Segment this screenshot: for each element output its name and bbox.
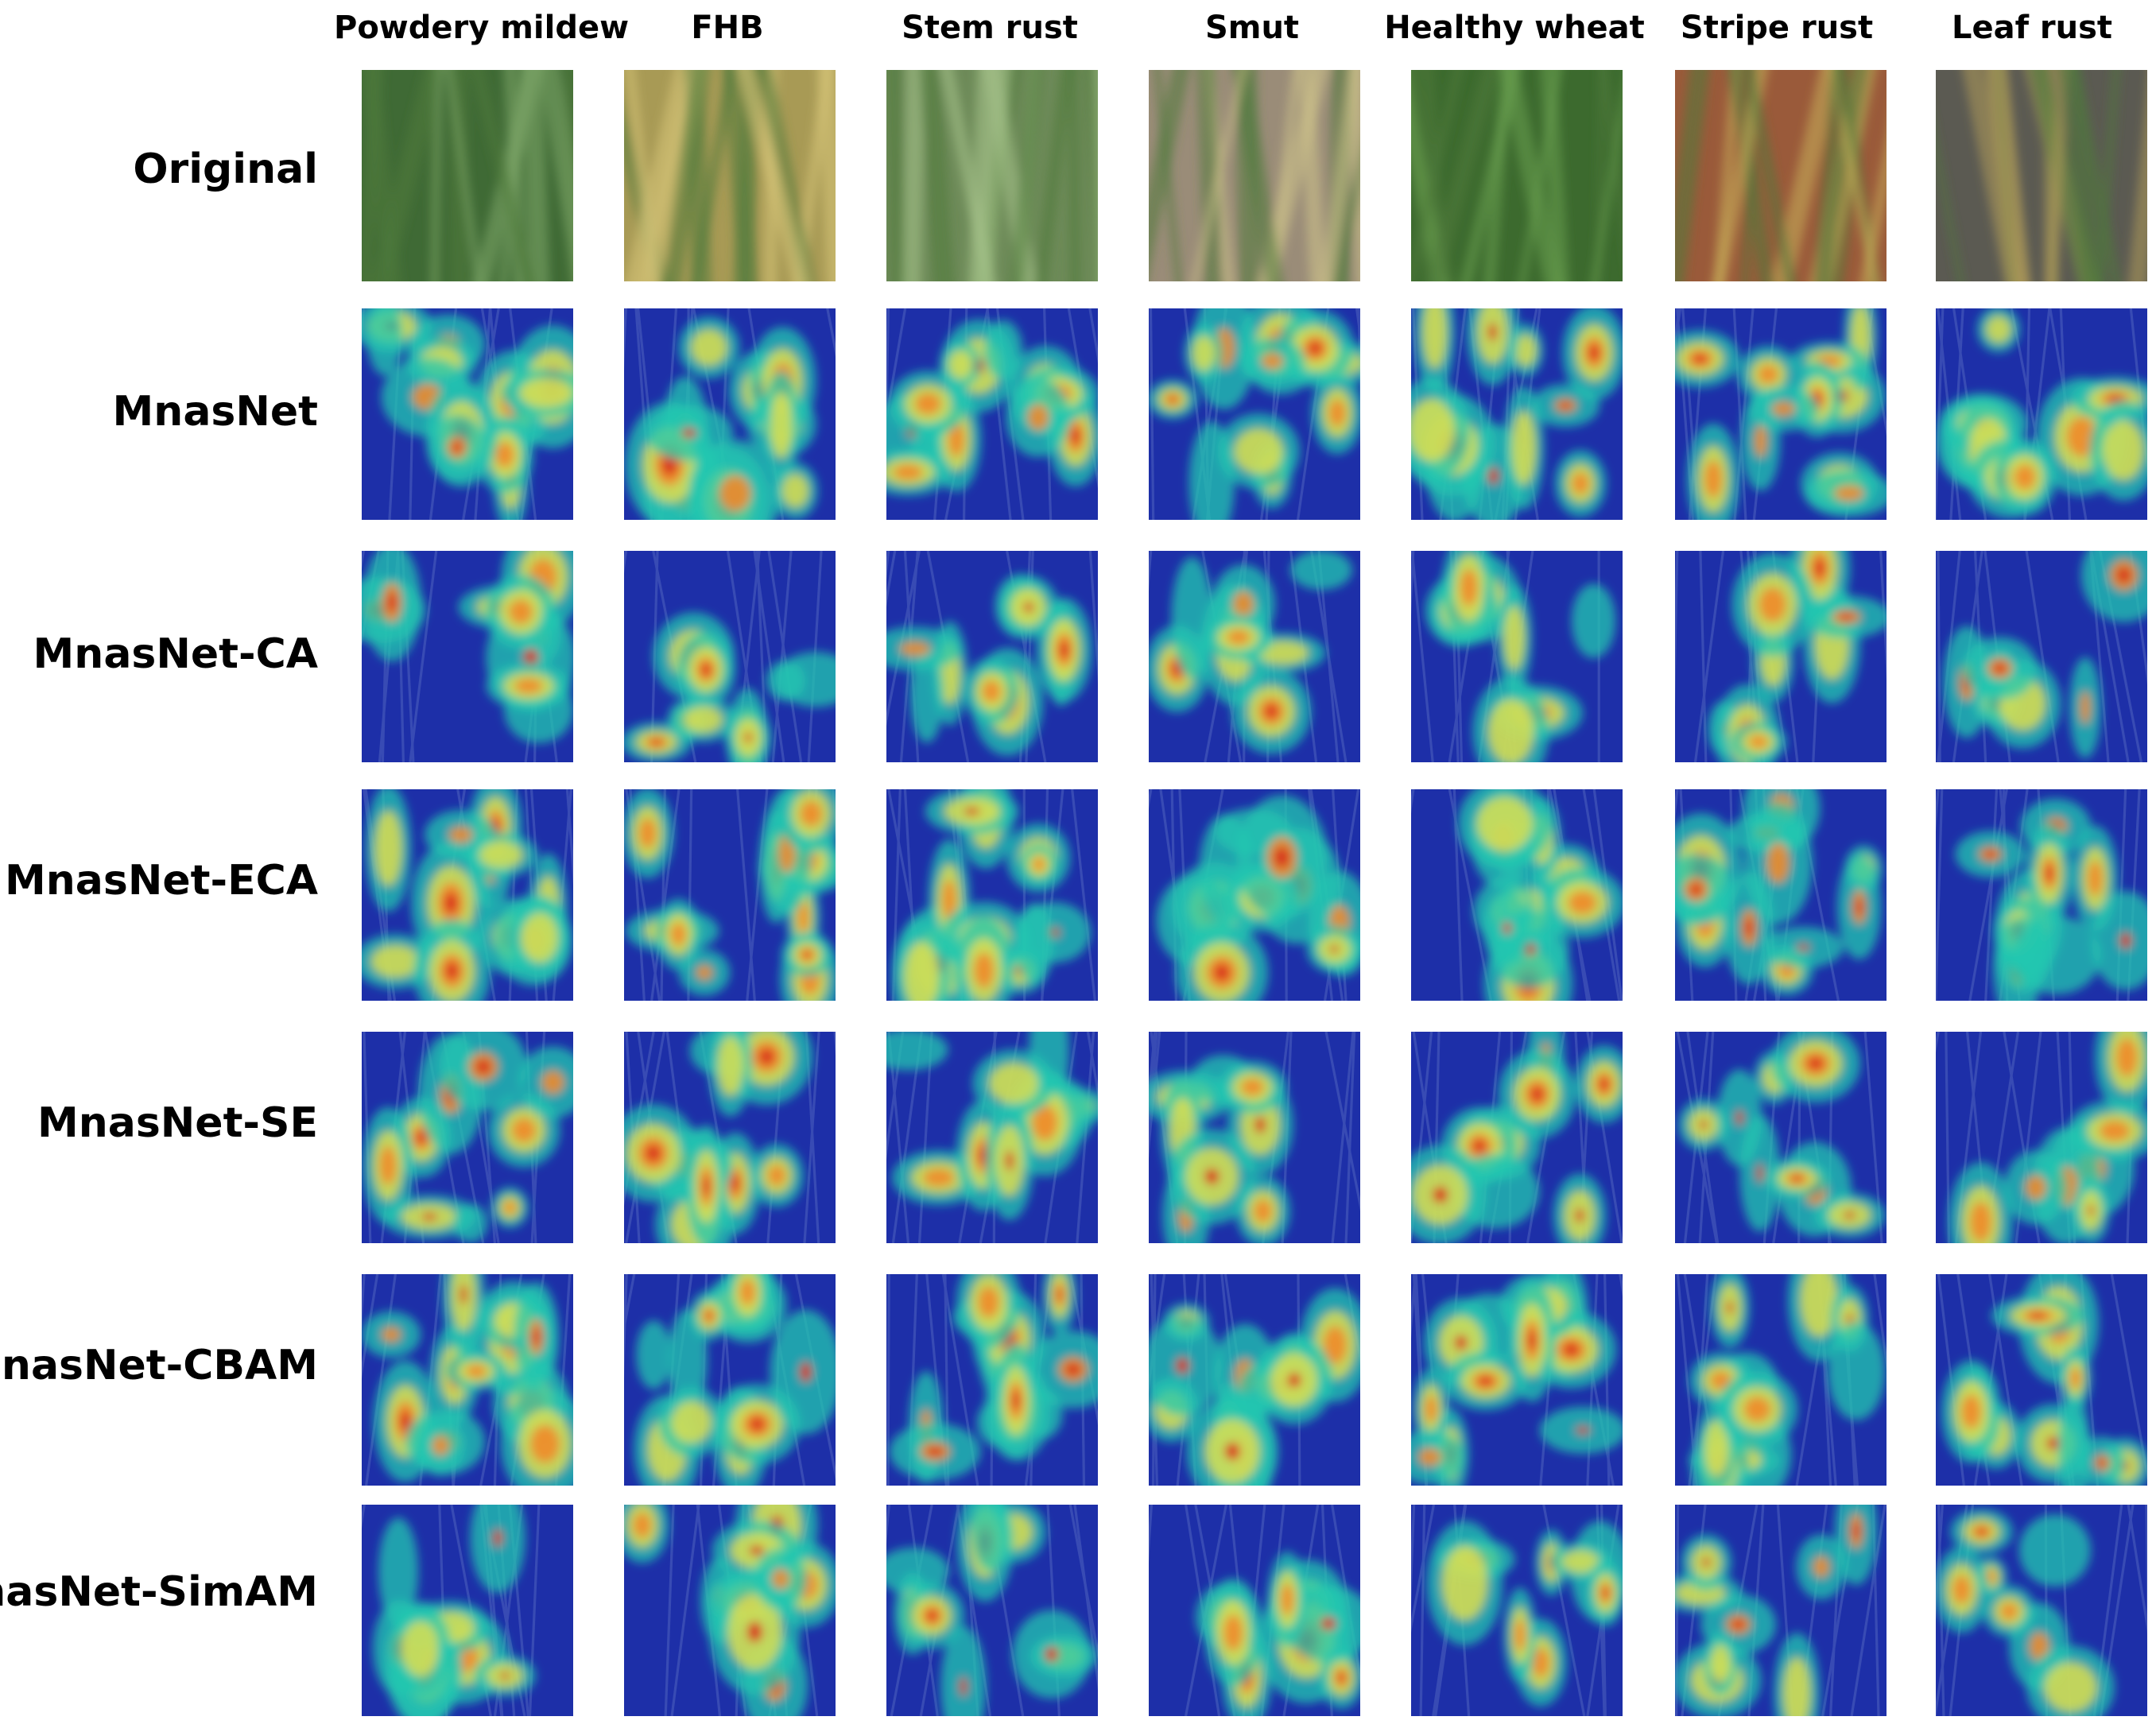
heatmap-mnasnet-cbam-healthy-wheat [1411,1274,1623,1486]
row-label-mnasnet-simam: MnasNet-SimAM [0,1568,318,1616]
photo-original-smut [1149,70,1360,281]
heatmap-mnasnet-simam-smut [1149,1505,1360,1716]
heatmap-mnasnet-simam-powdery-mildew [362,1505,573,1716]
heatmap-mnasnet-cbam-stem-rust [886,1274,1098,1486]
column-header-powdery-mildew: Powdery mildew [334,10,630,46]
heatmap-mnasnet-se-stripe-rust [1675,1032,1887,1243]
heatmap-mnasnet-ca-fhb [624,551,836,762]
heatmap-mnasnet-cbam-smut [1149,1274,1360,1486]
heatmap-mnasnet-ca-leaf-rust [1936,551,2147,762]
photo-original-fhb [624,70,836,281]
heatmap-mnasnet-se-stem-rust [886,1032,1098,1243]
photo-original-leaf-rust [1936,70,2147,281]
heatmap-mnasnet-cbam-powdery-mildew [362,1274,573,1486]
heatmap-mnasnet-cbam-stripe-rust [1675,1274,1887,1486]
heatmap-mnasnet-simam-stripe-rust [1675,1505,1887,1716]
photo-original-stripe-rust [1675,70,1887,281]
photo-original-powdery-mildew [362,70,573,281]
heatmap-mnasnet-se-fhb [624,1032,836,1243]
heatmap-mnasnet-eca-stripe-rust [1675,789,1887,1001]
heatmap-mnasnet-eca-fhb [624,789,836,1001]
heatmap-mnasnet-eca-stem-rust [886,789,1098,1001]
heatmap-mnasnet-stripe-rust [1675,308,1887,520]
heatmap-mnasnet-fhb [624,308,836,520]
column-header-stem-rust: Stem rust [902,10,1078,46]
heatmap-mnasnet-cbam-fhb [624,1274,836,1486]
heatmap-mnasnet-eca-powdery-mildew [362,789,573,1001]
heatmap-mnasnet-ca-healthy-wheat [1411,551,1623,762]
column-header-stripe-rust: Stripe rust [1680,10,1874,46]
row-label-mnasnet-eca: MnasNet-ECA [5,857,318,905]
row-label-mnasnet-cbam: MnasNet-CBAM [0,1342,318,1389]
heatmap-mnasnet-ca-stripe-rust [1675,551,1887,762]
row-label-mnasnet: MnasNet [112,388,318,436]
row-label-mnasnet-ca: MnasNet-CA [33,630,318,678]
heatmap-mnasnet-se-powdery-mildew [362,1032,573,1243]
heatmap-mnasnet-simam-stem-rust [886,1505,1098,1716]
heatmap-mnasnet-eca-healthy-wheat [1411,789,1623,1001]
heatmap-mnasnet-simam-healthy-wheat [1411,1505,1623,1716]
row-labels: Original MnasNet MnasNet-CA MnasNet-ECA … [0,0,334,1732]
photo-original-stem-rust [886,70,1098,281]
heatmap-mnasnet-se-leaf-rust [1936,1032,2147,1243]
heatmap-mnasnet-cbam-leaf-rust [1936,1274,2147,1486]
heatmap-mnasnet-se-healthy-wheat [1411,1032,1623,1243]
row-label-original: Original [133,145,318,193]
heatmap-mnasnet-ca-powdery-mildew [362,551,573,762]
heatmap-mnasnet-stem-rust [886,308,1098,520]
heatmap-mnasnet-se-smut [1149,1032,1360,1243]
heatmap-mnasnet-eca-leaf-rust [1936,789,2147,1001]
heatmap-mnasnet-leaf-rust [1936,308,2147,520]
heatmap-mnasnet-powdery-mildew [362,308,573,520]
column-header-smut: Smut [1204,10,1300,46]
column-header-fhb: FHB [691,10,764,46]
heatmap-mnasnet-simam-leaf-rust [1936,1505,2147,1716]
column-header-leaf-rust: Leaf rust [1951,10,2113,46]
heatmap-mnasnet-ca-stem-rust [886,551,1098,762]
heatmap-mnasnet-healthy-wheat [1411,308,1623,520]
column-header-healthy-wheat: Healthy wheat [1384,10,1645,46]
heatmap-mnasnet-smut [1149,308,1360,520]
row-label-mnasnet-se: MnasNet-SE [37,1099,318,1147]
heatmap-mnasnet-eca-smut [1149,789,1360,1001]
photo-original-healthy-wheat [1411,70,1623,281]
heatmap-mnasnet-simam-fhb [624,1505,836,1716]
heatmap-mnasnet-ca-smut [1149,551,1360,762]
